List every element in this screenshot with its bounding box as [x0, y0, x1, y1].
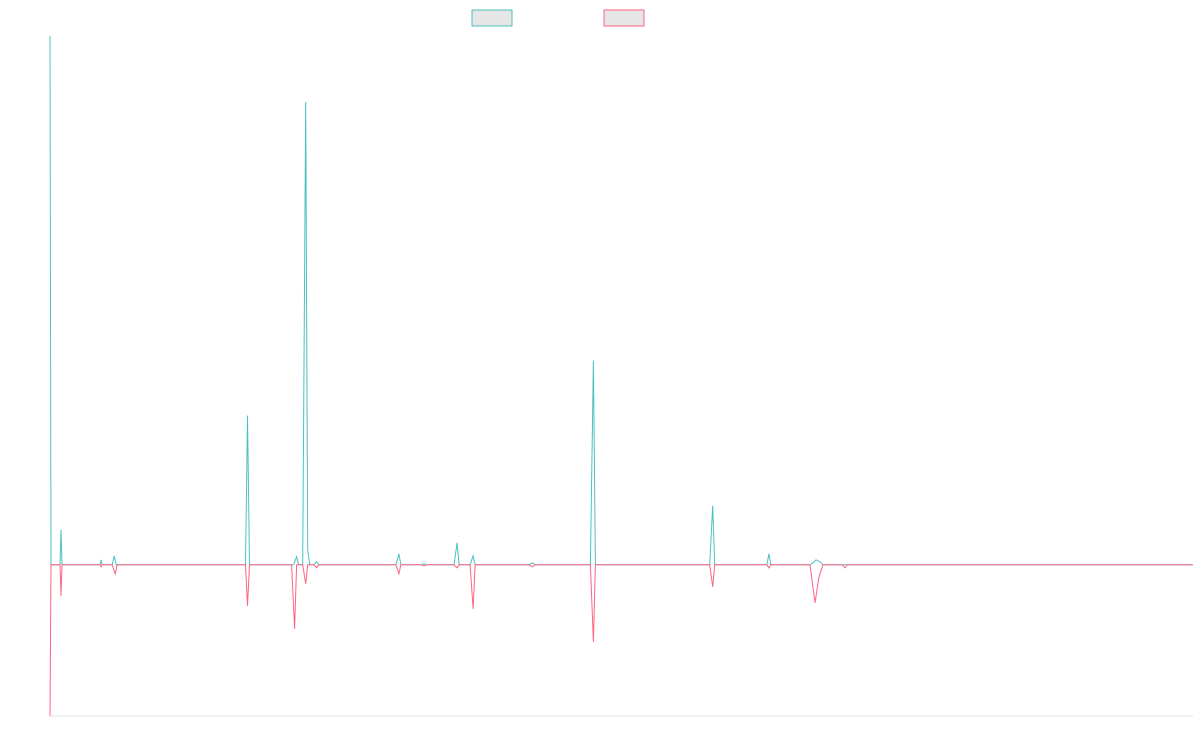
- plot-area: [49, 35, 1193, 717]
- series-line-1: [49, 35, 1193, 566]
- legend-swatch-series-1[interactable]: [471, 9, 513, 27]
- legend-swatch-series-2[interactable]: [603, 9, 645, 27]
- legend: [471, 9, 645, 27]
- series-line-2: [49, 564, 1193, 717]
